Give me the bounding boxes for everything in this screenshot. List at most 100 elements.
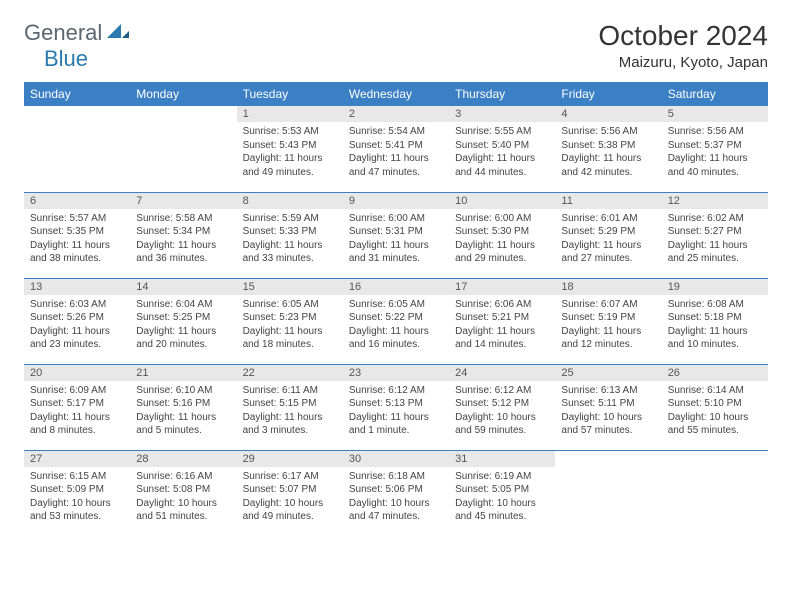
- day-number: 5: [662, 106, 768, 122]
- day-details: Sunrise: 6:04 AMSunset: 5:25 PMDaylight:…: [130, 295, 236, 356]
- day-details: Sunrise: 6:12 AMSunset: 5:13 PMDaylight:…: [343, 381, 449, 442]
- day-number: 3: [449, 106, 555, 122]
- weekday-header: Friday: [555, 82, 661, 106]
- day-number: 21: [130, 365, 236, 381]
- day-number: 17: [449, 279, 555, 295]
- calendar-week-row: 27Sunrise: 6:15 AMSunset: 5:09 PMDayligh…: [24, 450, 768, 536]
- day-details: Sunrise: 6:18 AMSunset: 5:06 PMDaylight:…: [343, 467, 449, 528]
- calendar-table: SundayMondayTuesdayWednesdayThursdayFrid…: [24, 82, 768, 536]
- calendar-day-cell: 27Sunrise: 6:15 AMSunset: 5:09 PMDayligh…: [24, 450, 130, 536]
- day-details: Sunrise: 6:03 AMSunset: 5:26 PMDaylight:…: [24, 295, 130, 356]
- day-details: Sunrise: 6:15 AMSunset: 5:09 PMDaylight:…: [24, 467, 130, 528]
- day-number: 20: [24, 365, 130, 381]
- calendar-day-cell: ..: [24, 106, 130, 192]
- day-details: Sunrise: 6:09 AMSunset: 5:17 PMDaylight:…: [24, 381, 130, 442]
- calendar-day-cell: 5Sunrise: 5:56 AMSunset: 5:37 PMDaylight…: [662, 106, 768, 192]
- logo-sail-icon: [107, 22, 129, 45]
- day-number: 27: [24, 451, 130, 467]
- weekday-header: Tuesday: [237, 82, 343, 106]
- weekday-header: Sunday: [24, 82, 130, 106]
- day-number: 14: [130, 279, 236, 295]
- calendar-day-cell: 19Sunrise: 6:08 AMSunset: 5:18 PMDayligh…: [662, 278, 768, 364]
- day-details: Sunrise: 5:56 AMSunset: 5:38 PMDaylight:…: [555, 122, 661, 183]
- calendar-day-cell: 16Sunrise: 6:05 AMSunset: 5:22 PMDayligh…: [343, 278, 449, 364]
- day-details: Sunrise: 6:08 AMSunset: 5:18 PMDaylight:…: [662, 295, 768, 356]
- day-details: Sunrise: 5:58 AMSunset: 5:34 PMDaylight:…: [130, 209, 236, 270]
- calendar-day-cell: 17Sunrise: 6:06 AMSunset: 5:21 PMDayligh…: [449, 278, 555, 364]
- calendar-day-cell: 22Sunrise: 6:11 AMSunset: 5:15 PMDayligh…: [237, 364, 343, 450]
- calendar-day-cell: 26Sunrise: 6:14 AMSunset: 5:10 PMDayligh…: [662, 364, 768, 450]
- calendar-day-cell: 4Sunrise: 5:56 AMSunset: 5:38 PMDaylight…: [555, 106, 661, 192]
- calendar-week-row: 20Sunrise: 6:09 AMSunset: 5:17 PMDayligh…: [24, 364, 768, 450]
- calendar-day-cell: ..: [555, 450, 661, 536]
- calendar-day-cell: ..: [130, 106, 236, 192]
- day-details: Sunrise: 6:16 AMSunset: 5:08 PMDaylight:…: [130, 467, 236, 528]
- title-block: October 2024 Maizuru, Kyoto, Japan: [598, 20, 768, 71]
- day-details: Sunrise: 6:12 AMSunset: 5:12 PMDaylight:…: [449, 381, 555, 442]
- calendar-day-cell: 25Sunrise: 6:13 AMSunset: 5:11 PMDayligh…: [555, 364, 661, 450]
- calendar-day-cell: 11Sunrise: 6:01 AMSunset: 5:29 PMDayligh…: [555, 192, 661, 278]
- day-number: 2: [343, 106, 449, 122]
- calendar-day-cell: 29Sunrise: 6:17 AMSunset: 5:07 PMDayligh…: [237, 450, 343, 536]
- day-number: 1: [237, 106, 343, 122]
- calendar-day-cell: 2Sunrise: 5:54 AMSunset: 5:41 PMDaylight…: [343, 106, 449, 192]
- day-number: 7: [130, 193, 236, 209]
- calendar-day-cell: 20Sunrise: 6:09 AMSunset: 5:17 PMDayligh…: [24, 364, 130, 450]
- day-details: Sunrise: 6:00 AMSunset: 5:30 PMDaylight:…: [449, 209, 555, 270]
- calendar-day-cell: 28Sunrise: 6:16 AMSunset: 5:08 PMDayligh…: [130, 450, 236, 536]
- calendar-day-cell: 9Sunrise: 6:00 AMSunset: 5:31 PMDaylight…: [343, 192, 449, 278]
- day-number: 28: [130, 451, 236, 467]
- calendar-week-row: ....1Sunrise: 5:53 AMSunset: 5:43 PMDayl…: [24, 106, 768, 192]
- logo-text-blue: Blue: [44, 46, 88, 71]
- day-details: Sunrise: 5:59 AMSunset: 5:33 PMDaylight:…: [237, 209, 343, 270]
- day-number: 11: [555, 193, 661, 209]
- calendar-day-cell: 23Sunrise: 6:12 AMSunset: 5:13 PMDayligh…: [343, 364, 449, 450]
- day-details: Sunrise: 6:05 AMSunset: 5:23 PMDaylight:…: [237, 295, 343, 356]
- day-number: 13: [24, 279, 130, 295]
- calendar-day-cell: 1Sunrise: 5:53 AMSunset: 5:43 PMDaylight…: [237, 106, 343, 192]
- day-details: Sunrise: 6:02 AMSunset: 5:27 PMDaylight:…: [662, 209, 768, 270]
- calendar-day-cell: ..: [662, 450, 768, 536]
- calendar-day-cell: 24Sunrise: 6:12 AMSunset: 5:12 PMDayligh…: [449, 364, 555, 450]
- day-number: 30: [343, 451, 449, 467]
- day-details: Sunrise: 5:53 AMSunset: 5:43 PMDaylight:…: [237, 122, 343, 183]
- day-number: 25: [555, 365, 661, 381]
- calendar-day-cell: 6Sunrise: 5:57 AMSunset: 5:35 PMDaylight…: [24, 192, 130, 278]
- logo: General Blue: [24, 20, 129, 72]
- day-number: 15: [237, 279, 343, 295]
- day-details: Sunrise: 5:56 AMSunset: 5:37 PMDaylight:…: [662, 122, 768, 183]
- day-details: Sunrise: 6:07 AMSunset: 5:19 PMDaylight:…: [555, 295, 661, 356]
- logo-text-general: General: [24, 20, 102, 45]
- day-number: 24: [449, 365, 555, 381]
- calendar-day-cell: 7Sunrise: 5:58 AMSunset: 5:34 PMDaylight…: [130, 192, 236, 278]
- day-details: Sunrise: 6:10 AMSunset: 5:16 PMDaylight:…: [130, 381, 236, 442]
- day-details: Sunrise: 6:19 AMSunset: 5:05 PMDaylight:…: [449, 467, 555, 528]
- weekday-header: Wednesday: [343, 82, 449, 106]
- day-number: 10: [449, 193, 555, 209]
- day-details: Sunrise: 5:57 AMSunset: 5:35 PMDaylight:…: [24, 209, 130, 270]
- day-number: 12: [662, 193, 768, 209]
- day-details: Sunrise: 6:00 AMSunset: 5:31 PMDaylight:…: [343, 209, 449, 270]
- calendar-day-cell: 31Sunrise: 6:19 AMSunset: 5:05 PMDayligh…: [449, 450, 555, 536]
- weekday-header: Monday: [130, 82, 236, 106]
- day-details: Sunrise: 6:13 AMSunset: 5:11 PMDaylight:…: [555, 381, 661, 442]
- calendar-day-cell: 13Sunrise: 6:03 AMSunset: 5:26 PMDayligh…: [24, 278, 130, 364]
- day-details: Sunrise: 6:05 AMSunset: 5:22 PMDaylight:…: [343, 295, 449, 356]
- day-details: Sunrise: 6:01 AMSunset: 5:29 PMDaylight:…: [555, 209, 661, 270]
- day-details: Sunrise: 6:17 AMSunset: 5:07 PMDaylight:…: [237, 467, 343, 528]
- calendar-day-cell: 18Sunrise: 6:07 AMSunset: 5:19 PMDayligh…: [555, 278, 661, 364]
- day-number: 23: [343, 365, 449, 381]
- day-number: 16: [343, 279, 449, 295]
- day-number: 19: [662, 279, 768, 295]
- day-number: 26: [662, 365, 768, 381]
- calendar-day-cell: 15Sunrise: 6:05 AMSunset: 5:23 PMDayligh…: [237, 278, 343, 364]
- day-details: Sunrise: 6:06 AMSunset: 5:21 PMDaylight:…: [449, 295, 555, 356]
- page-title: October 2024: [598, 20, 768, 52]
- day-number: 4: [555, 106, 661, 122]
- calendar-day-cell: 30Sunrise: 6:18 AMSunset: 5:06 PMDayligh…: [343, 450, 449, 536]
- day-number: 31: [449, 451, 555, 467]
- weekday-header: Thursday: [449, 82, 555, 106]
- day-number: 6: [24, 193, 130, 209]
- calendar-week-row: 13Sunrise: 6:03 AMSunset: 5:26 PMDayligh…: [24, 278, 768, 364]
- header: General Blue October 2024 Maizuru, Kyoto…: [24, 20, 768, 72]
